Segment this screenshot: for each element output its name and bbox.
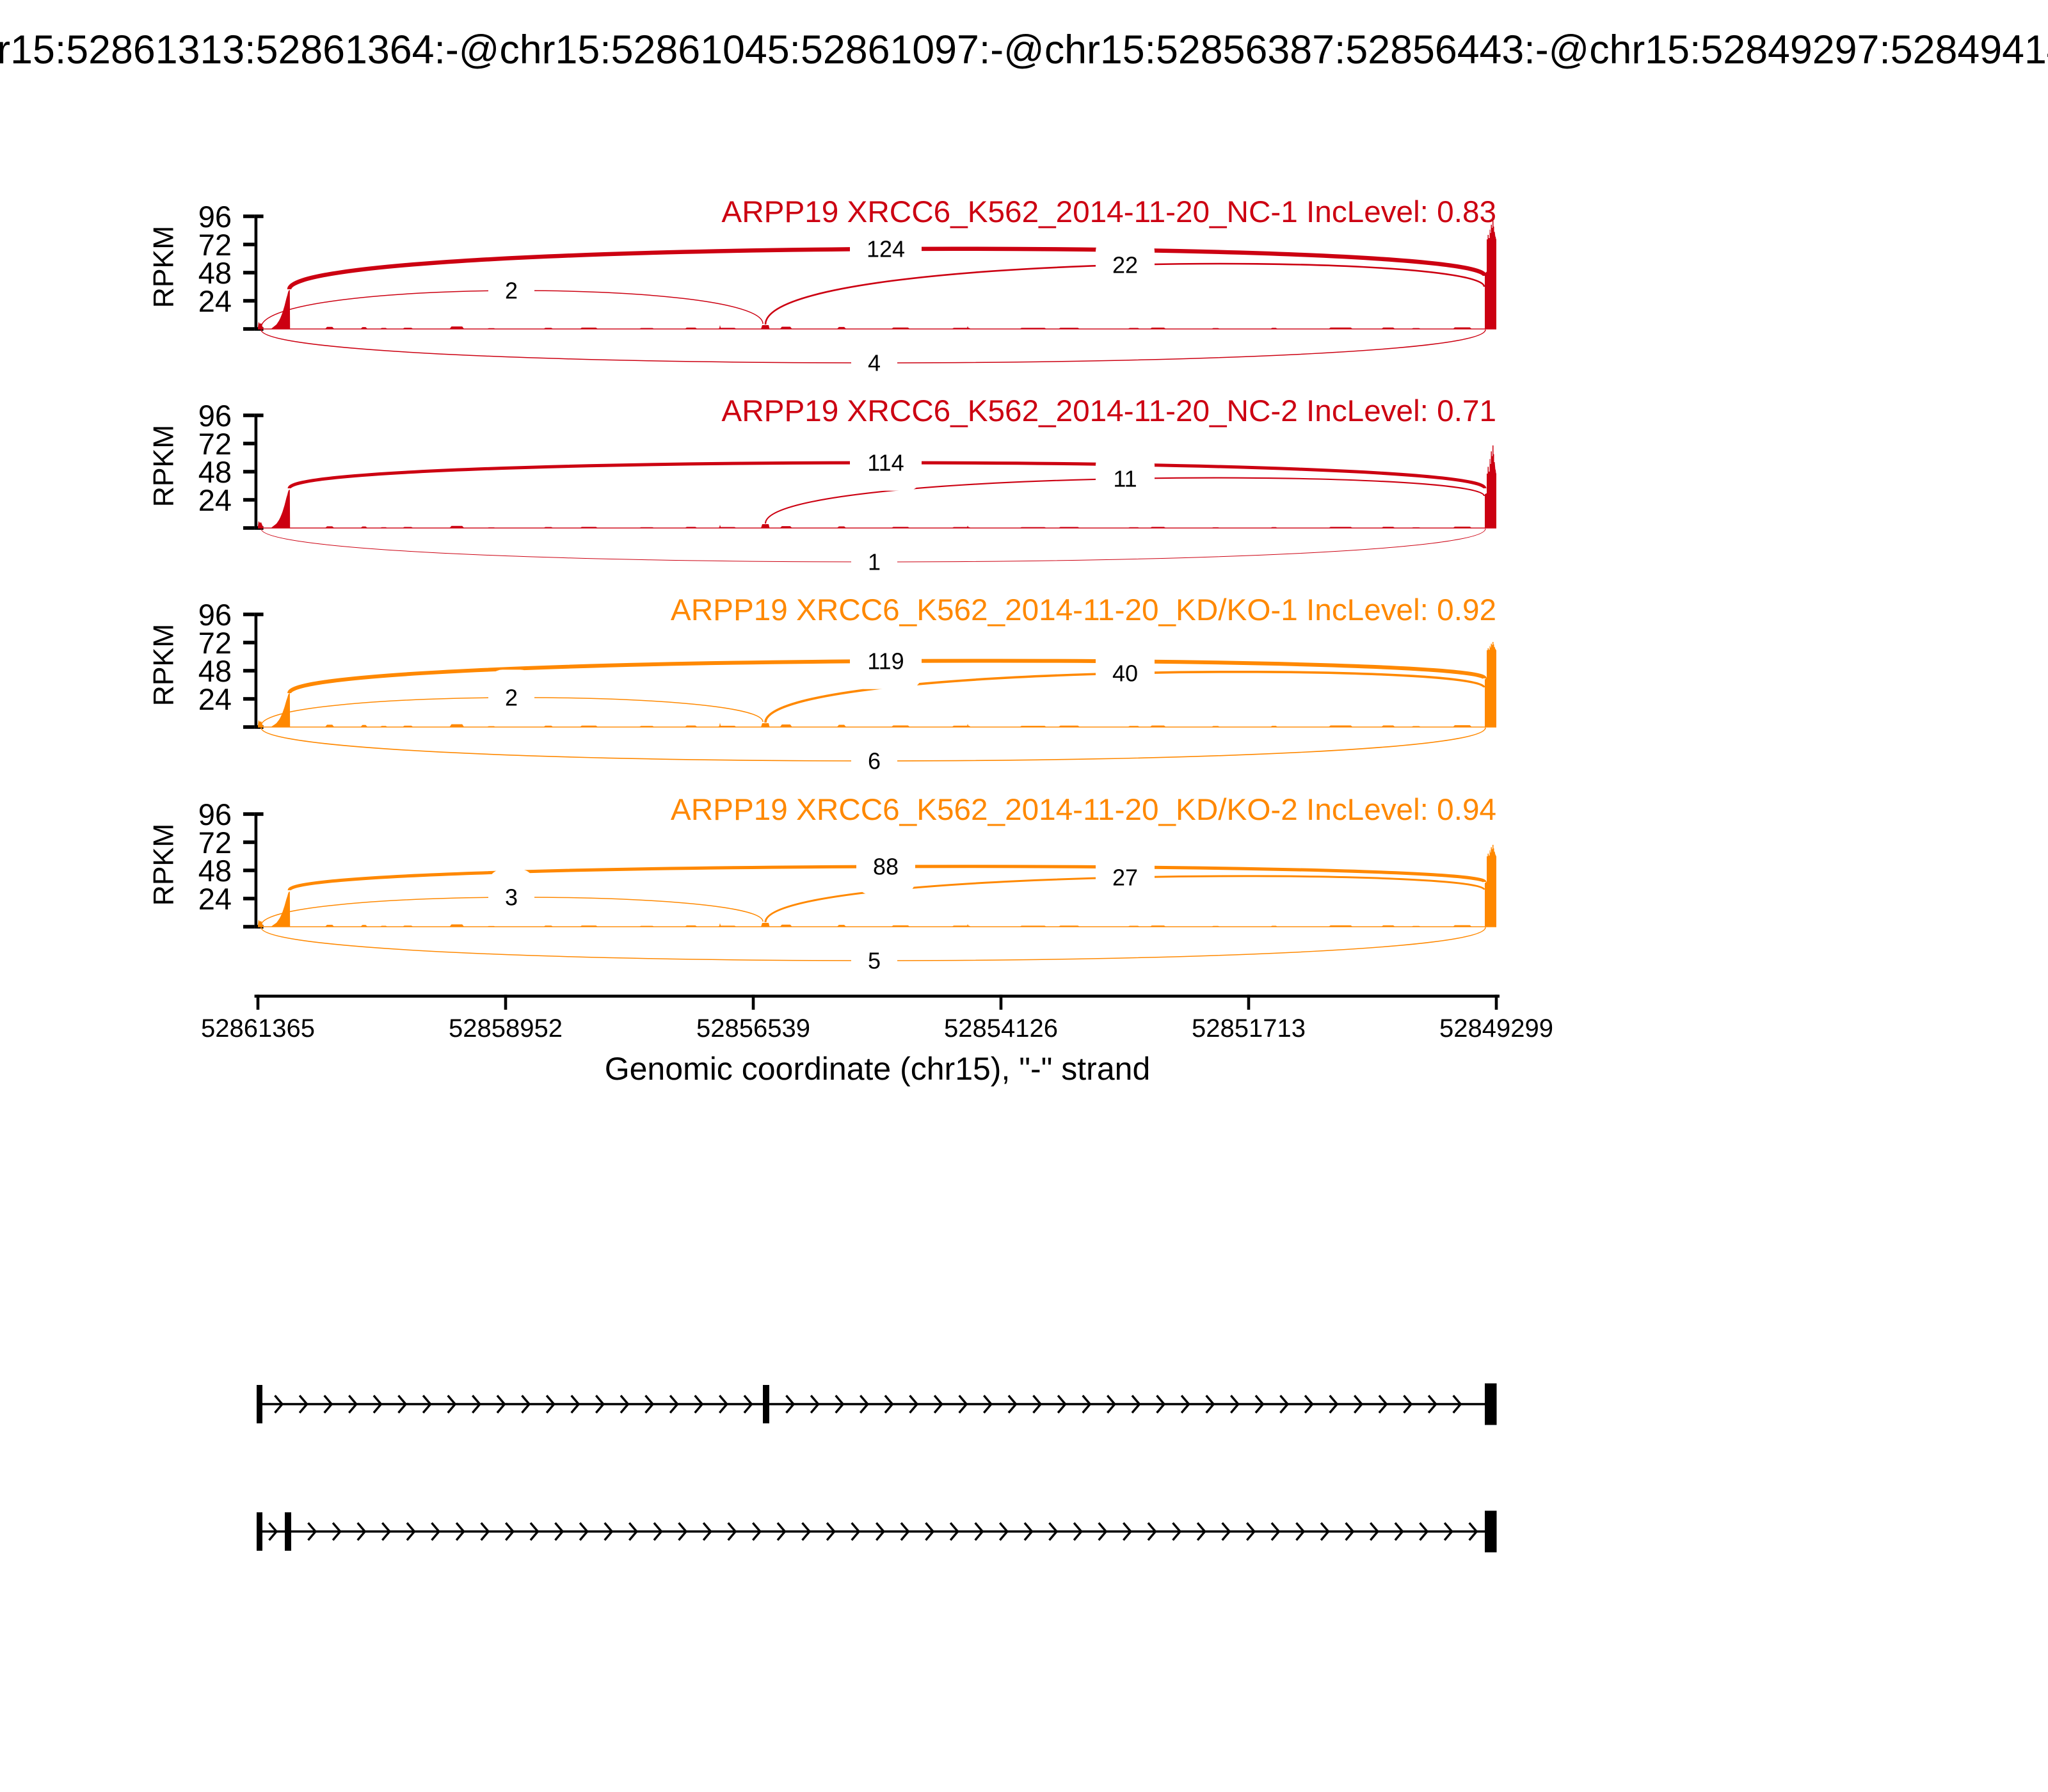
svg-text:52856539: 52856539 [696,1014,810,1043]
svg-text:40: 40 [1112,660,1138,687]
svg-text:52854126: 52854126 [944,1014,1058,1043]
svg-text:24: 24 [198,483,232,517]
svg-text:ARPP19 XRCC6_K562_2014-11-20_N: ARPP19 XRCC6_K562_2014-11-20_NC-1 IncLev… [721,195,1496,229]
svg-text:3: 3 [505,884,518,911]
svg-text:48: 48 [198,654,232,688]
svg-text:5: 5 [868,948,881,974]
svg-text:ARPP19 XRCC6_K562_2014-11-20_K: ARPP19 XRCC6_K562_2014-11-20_KD/KO-2 Inc… [671,793,1496,827]
svg-text:RPKM: RPKM [148,824,180,906]
svg-text:11: 11 [1113,466,1137,492]
svg-text:52861365: 52861365 [201,1014,315,1043]
svg-text:2: 2 [505,278,518,304]
svg-text:22: 22 [1112,252,1138,278]
svg-text:72: 72 [198,626,232,660]
svg-text:88: 88 [873,854,899,880]
svg-text:72: 72 [198,228,232,262]
svg-text:72: 72 [198,826,232,860]
svg-text:24: 24 [198,882,232,916]
svg-text:96: 96 [198,200,232,234]
svg-text:chr15:52861313:52861364:-@chr1: chr15:52861313:52861364:-@chr15:52861045… [0,28,2048,72]
svg-text:48: 48 [198,455,232,489]
svg-text:RPKM: RPKM [148,425,180,508]
svg-text:27: 27 [1112,865,1138,891]
svg-text:1: 1 [868,549,881,575]
svg-text:2: 2 [505,685,518,711]
svg-text:52851713: 52851713 [1192,1014,1306,1043]
svg-text:ARPP19 XRCC6_K562_2014-11-20_N: ARPP19 XRCC6_K562_2014-11-20_NC-2 IncLev… [721,394,1496,428]
svg-text:4: 4 [868,350,881,376]
svg-text:52858952: 52858952 [449,1014,563,1043]
svg-text:RPKM: RPKM [148,226,180,308]
svg-text:24: 24 [198,284,232,318]
svg-text:52849299: 52849299 [1439,1014,1553,1043]
svg-text:24: 24 [198,682,232,716]
svg-text:96: 96 [198,598,232,632]
svg-text:96: 96 [198,797,232,831]
svg-text:Genomic coordinate (chr15), "-: Genomic coordinate (chr15), "-" strand [605,1051,1151,1087]
svg-text:RPKM: RPKM [148,624,180,707]
svg-text:48: 48 [198,256,232,290]
svg-text:ARPP19 XRCC6_K562_2014-11-20_K: ARPP19 XRCC6_K562_2014-11-20_KD/KO-1 Inc… [671,593,1496,627]
svg-text:48: 48 [198,854,232,888]
svg-text:114: 114 [867,450,904,476]
svg-text:72: 72 [198,427,232,461]
svg-text:119: 119 [867,648,904,675]
svg-text:124: 124 [867,236,905,262]
svg-text:96: 96 [198,399,232,433]
svg-text:6: 6 [868,748,881,774]
